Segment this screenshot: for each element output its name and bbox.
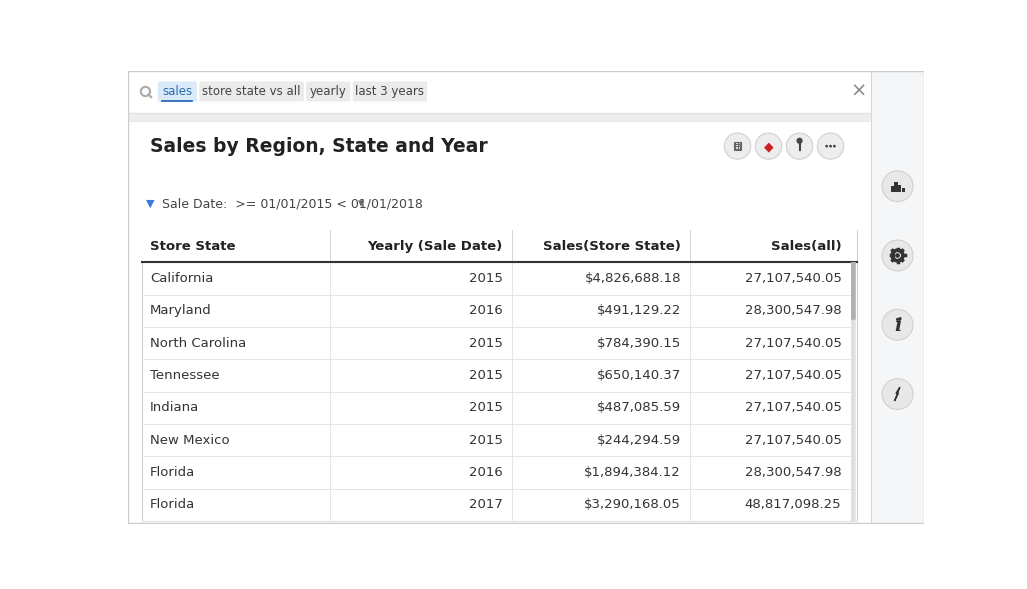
Text: 27,107,540.05: 27,107,540.05 bbox=[745, 369, 841, 382]
Circle shape bbox=[755, 133, 782, 159]
FancyBboxPatch shape bbox=[199, 81, 304, 101]
Text: Sale Date:  >= 01/01/2015 < 01/01/2018: Sale Date: >= 01/01/2015 < 01/01/2018 bbox=[162, 197, 423, 210]
Text: California: California bbox=[150, 272, 214, 285]
Text: 48,817,098.25: 48,817,098.25 bbox=[745, 498, 841, 511]
Circle shape bbox=[896, 253, 900, 258]
Circle shape bbox=[796, 138, 803, 144]
Text: $784,390.15: $784,390.15 bbox=[597, 337, 681, 350]
Text: $4,826,688.18: $4,826,688.18 bbox=[584, 272, 681, 285]
FancyBboxPatch shape bbox=[128, 71, 871, 113]
FancyBboxPatch shape bbox=[895, 183, 898, 193]
Text: ▼: ▼ bbox=[146, 199, 154, 209]
Text: 2015: 2015 bbox=[468, 434, 502, 447]
Text: last 3 years: last 3 years bbox=[355, 85, 424, 98]
Text: 2015: 2015 bbox=[468, 402, 502, 415]
Circle shape bbox=[787, 133, 812, 159]
Circle shape bbox=[896, 318, 899, 321]
FancyBboxPatch shape bbox=[143, 230, 857, 263]
FancyBboxPatch shape bbox=[851, 262, 855, 521]
Text: 27,107,540.05: 27,107,540.05 bbox=[745, 402, 841, 415]
Text: 2015: 2015 bbox=[468, 337, 502, 350]
Text: $3,290,168.05: $3,290,168.05 bbox=[584, 498, 681, 511]
Text: ×: × bbox=[850, 82, 867, 101]
Text: $487,085.59: $487,085.59 bbox=[597, 402, 681, 415]
Text: Sales by Region, State and Year: Sales by Region, State and Year bbox=[150, 137, 488, 155]
Text: North Carolina: North Carolina bbox=[150, 337, 246, 350]
FancyBboxPatch shape bbox=[143, 230, 857, 521]
Text: 27,107,540.05: 27,107,540.05 bbox=[745, 337, 841, 350]
Text: i: i bbox=[893, 317, 902, 335]
Text: Florida: Florida bbox=[150, 466, 195, 479]
FancyBboxPatch shape bbox=[306, 81, 350, 101]
FancyBboxPatch shape bbox=[871, 71, 924, 524]
Text: $650,140.37: $650,140.37 bbox=[597, 369, 681, 382]
Circle shape bbox=[882, 309, 913, 340]
FancyBboxPatch shape bbox=[128, 113, 871, 121]
Text: Sales(Store State): Sales(Store State) bbox=[543, 240, 681, 253]
FancyBboxPatch shape bbox=[899, 184, 902, 193]
Text: $491,129.22: $491,129.22 bbox=[597, 305, 681, 317]
FancyBboxPatch shape bbox=[158, 81, 197, 101]
Polygon shape bbox=[895, 387, 900, 401]
Circle shape bbox=[817, 133, 844, 159]
Text: $1,894,384.12: $1,894,384.12 bbox=[584, 466, 681, 479]
Circle shape bbox=[826, 145, 828, 147]
Circle shape bbox=[882, 240, 913, 271]
Text: sales: sales bbox=[162, 85, 192, 98]
Text: Sales(all): Sales(all) bbox=[770, 240, 841, 253]
Text: 28,300,547.98: 28,300,547.98 bbox=[745, 305, 841, 317]
Text: store state vs all: store state vs all bbox=[202, 85, 301, 98]
Text: 2017: 2017 bbox=[468, 498, 502, 511]
Text: 2015: 2015 bbox=[468, 369, 502, 382]
Text: 2016: 2016 bbox=[469, 305, 502, 317]
Text: Yearly (Sale Date): Yearly (Sale Date) bbox=[368, 240, 502, 253]
FancyBboxPatch shape bbox=[352, 81, 427, 101]
Text: $244,294.59: $244,294.59 bbox=[597, 434, 681, 447]
Text: Store State: Store State bbox=[150, 240, 235, 253]
FancyBboxPatch shape bbox=[851, 262, 855, 320]
Text: Florida: Florida bbox=[150, 498, 195, 511]
Text: 2016: 2016 bbox=[469, 466, 502, 479]
Circle shape bbox=[833, 145, 836, 147]
Text: 27,107,540.05: 27,107,540.05 bbox=[745, 272, 841, 285]
Text: Maryland: Maryland bbox=[150, 305, 212, 317]
Text: 27,107,540.05: 27,107,540.05 bbox=[745, 434, 841, 447]
Text: ▾: ▾ bbox=[357, 197, 364, 210]
Text: 2015: 2015 bbox=[468, 272, 502, 285]
Circle shape bbox=[829, 145, 832, 147]
Text: 28,300,547.98: 28,300,547.98 bbox=[745, 466, 841, 479]
Circle shape bbox=[882, 171, 913, 201]
Text: ◆: ◆ bbox=[764, 140, 773, 153]
Text: Tennessee: Tennessee bbox=[150, 369, 220, 382]
Text: yearly: yearly bbox=[310, 85, 347, 98]
FancyBboxPatch shape bbox=[890, 186, 893, 193]
Text: New Mexico: New Mexico bbox=[150, 434, 230, 447]
Circle shape bbox=[882, 379, 913, 409]
FancyBboxPatch shape bbox=[902, 188, 906, 193]
Circle shape bbox=[724, 133, 751, 159]
Text: Indiana: Indiana bbox=[150, 402, 199, 415]
